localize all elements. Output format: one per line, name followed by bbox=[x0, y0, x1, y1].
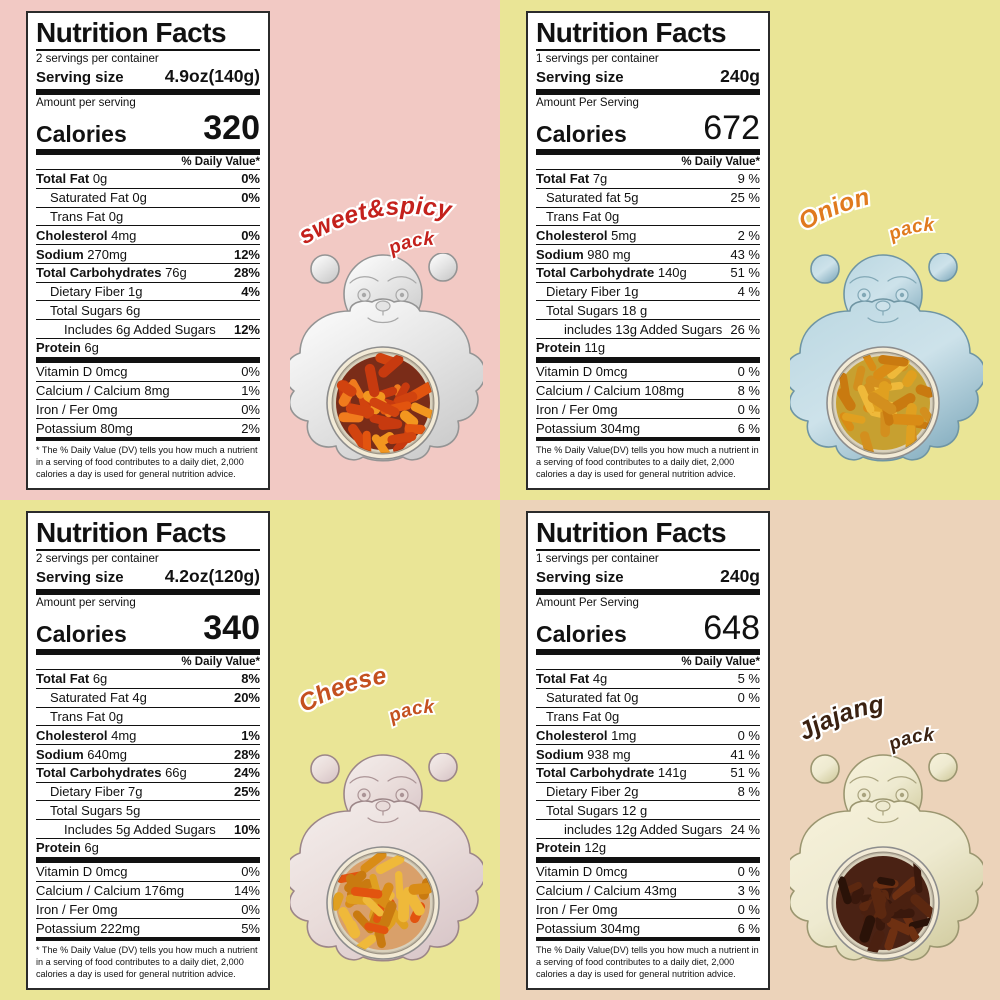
svg-text:Onion: Onion bbox=[794, 183, 872, 235]
svg-text:pack: pack bbox=[884, 214, 935, 245]
svg-text:pack: pack bbox=[384, 696, 435, 727]
svg-text:Jjajang: Jjajang bbox=[794, 691, 886, 746]
svg-text:Cheese: Cheese bbox=[294, 662, 388, 718]
svg-text:pack: pack bbox=[884, 724, 935, 755]
svg-text:pack: pack bbox=[384, 228, 435, 259]
